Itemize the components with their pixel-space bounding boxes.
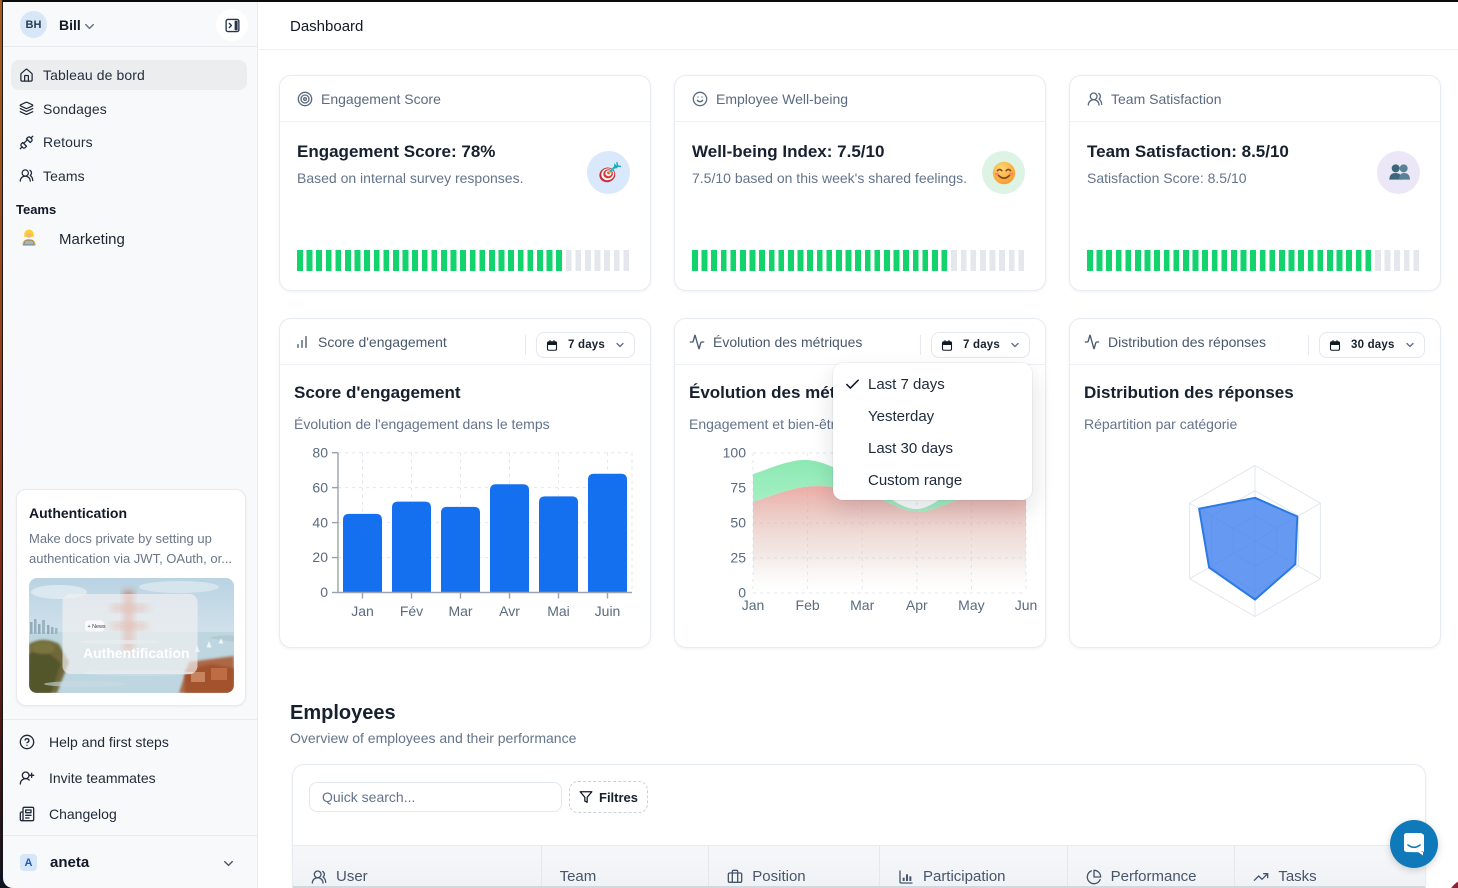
svg-text:60: 60: [312, 479, 328, 495]
svg-text:25: 25: [730, 550, 746, 566]
svg-text:40: 40: [312, 514, 328, 530]
svg-text:Apr: Apr: [906, 597, 928, 613]
svg-text:Mai: Mai: [547, 603, 570, 619]
svg-text:100: 100: [723, 445, 747, 461]
svg-text:0: 0: [738, 585, 746, 601]
svg-text:Jun: Jun: [1015, 597, 1038, 613]
svg-text:50: 50: [730, 515, 746, 531]
svg-text:0: 0: [320, 584, 328, 600]
svg-text:Authentification: Authentification: [83, 645, 190, 661]
svg-text:20: 20: [312, 549, 328, 565]
svg-text:Avr: Avr: [499, 603, 520, 619]
svg-text:Fév: Fév: [400, 603, 423, 619]
svg-text:75: 75: [730, 480, 746, 496]
svg-text:Mar: Mar: [448, 603, 472, 619]
svg-text:Jan: Jan: [742, 597, 765, 613]
svg-text:May: May: [958, 597, 984, 613]
svg-text:Juin: Juin: [595, 603, 621, 619]
svg-text:Feb: Feb: [796, 597, 820, 613]
svg-text:Mar: Mar: [850, 597, 874, 613]
svg-text:80: 80: [312, 444, 328, 460]
svg-text:Jan: Jan: [351, 603, 374, 619]
svg-text:+ News: + News: [88, 624, 106, 630]
